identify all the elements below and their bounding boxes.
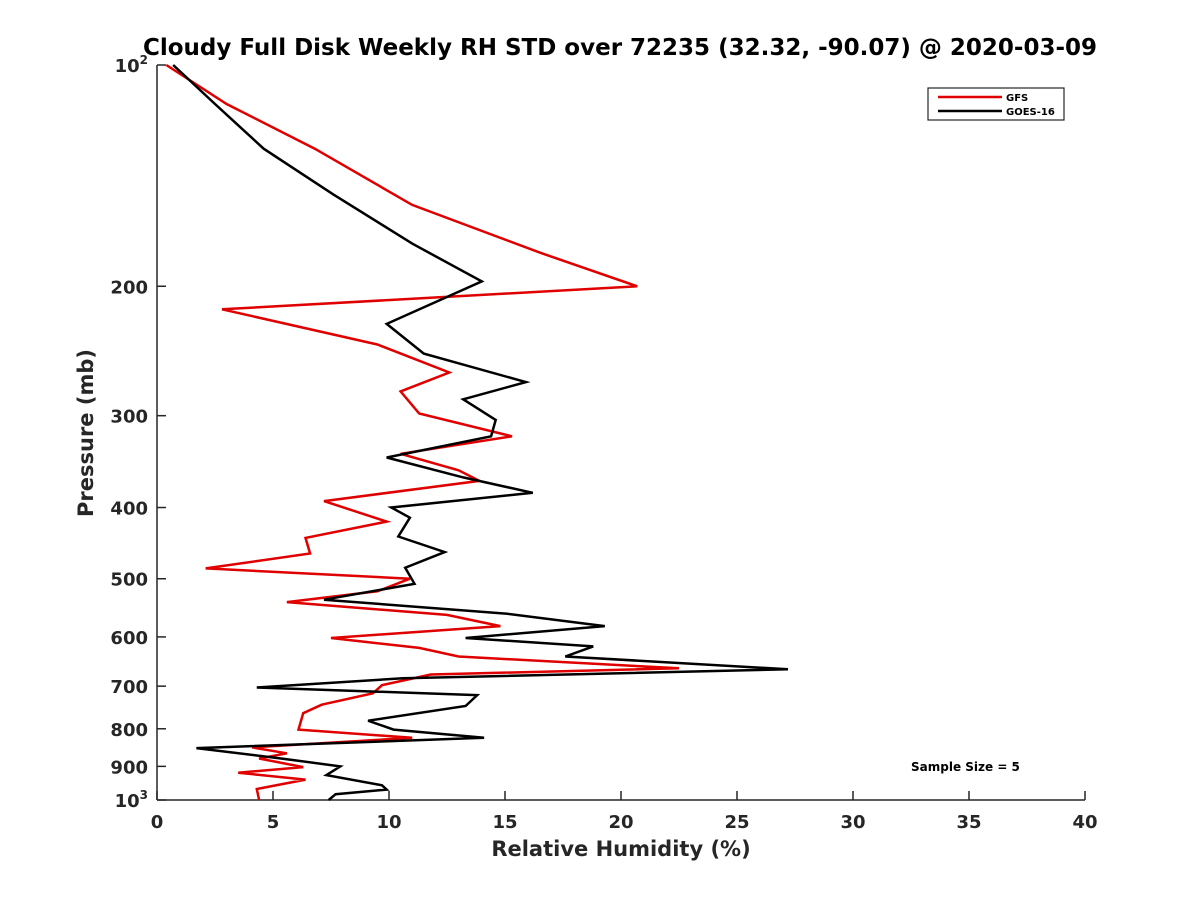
x-tick-label: 10 [376,812,401,833]
y-axis-label: Pressure (mb) [74,349,98,517]
y-tick-label: 700 [110,677,148,698]
y-tick-label: 800 [110,720,148,741]
x-axis-label: Relative Humidity (%) [491,837,750,861]
x-tick-label: 35 [956,812,981,833]
y-tick-label-base: 10 [115,791,140,812]
y-tick-label: 400 [110,499,148,520]
y-tick-label: 102 [115,53,148,77]
x-tick-label: 25 [724,812,749,833]
x-tick-label: 30 [840,812,865,833]
x-tick-label: 20 [608,812,633,833]
y-tick-label-base: 200 [110,277,148,298]
chart-title: Cloudy Full Disk Weekly RH STD over 7223… [143,35,1097,61]
y-tick-label-base: 300 [110,407,148,428]
y-tick-label: 900 [110,757,148,778]
y-tick-label-base: 800 [110,720,148,741]
y-tick-label-base: 500 [110,570,148,591]
y-tick-label: 103 [115,788,148,812]
series-line-gfs [165,63,680,801]
x-tick-label: 15 [492,812,517,833]
y-tick-label: 200 [110,277,148,298]
legend-label-goes16: GOES-16 [1006,107,1055,118]
y-tick-label: 500 [110,570,148,591]
legend: GFS GOES-16 [927,87,1065,121]
x-tick-label: 0 [151,812,164,833]
y-tick-label-base: 600 [110,628,148,649]
x-tick-label: 5 [267,812,280,833]
legend-label-gfs: GFS [1006,93,1028,104]
series-layer [165,63,789,801]
y-tick-label-exponent: 3 [140,788,148,802]
sample-size-annotation: Sample Size = 5 [911,760,1020,774]
y-tick-label: 300 [110,407,148,428]
y-tick-label-base: 900 [110,757,148,778]
series-line-goes16 [172,64,789,801]
y-tick-label-base: 10 [115,56,140,77]
x-ticks: 0 5 10 15 20 25 30 35 40 [151,791,1098,833]
legend-box [927,87,1065,121]
y-tick-label: 600 [110,628,148,649]
x-tick-label: 40 [1072,812,1097,833]
y-tick-label-base: 700 [110,677,148,698]
y-tick-label-exponent: 2 [140,53,148,67]
y-tick-label-base: 400 [110,499,148,520]
